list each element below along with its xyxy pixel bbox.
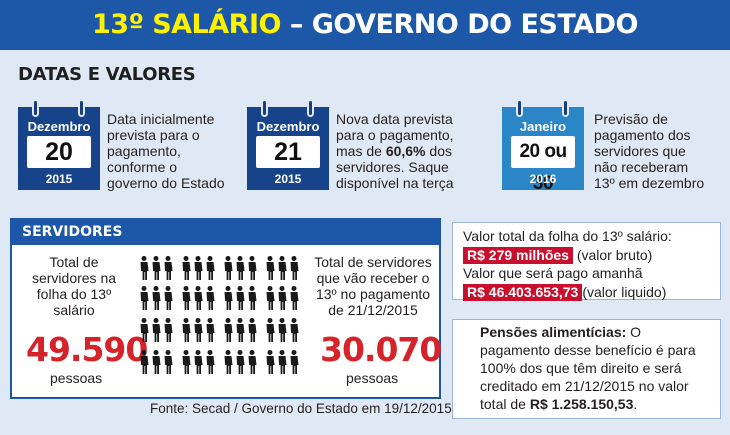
calendar-day: 20 ou 30 [511,136,575,194]
servers-total-value: 49.590 [26,330,148,369]
calendar-month: Dezembro [256,119,320,134]
pensions-label: Pensões alimentícias: [480,324,627,340]
calendar-day: 21 [256,136,320,168]
person-icons [140,256,299,376]
section-title: DATAS E VALORES [18,64,196,85]
payroll-net-value: R$ 46.403.653,73 [463,284,583,301]
people-icon-grid [139,256,304,376]
calendar-month: Dezembro [27,119,91,134]
title-rest: – GOVERNO DO ESTADO [280,9,639,40]
calendar-year: 2016 [529,172,557,186]
payroll-gross-value: R$ 279 milhões [463,247,573,264]
pensions-value: R$ 1.258.150,53 [529,396,634,412]
calendar-month: Janeiro [519,119,567,134]
payroll-net-note: (valor liquido) [582,284,667,300]
source-note: Fonte: Secad / Governo do Estado em 19/1… [150,401,452,416]
payroll-gross-note: (valor bruto) [572,247,653,263]
calendar-description-1: Data inicialmente prevista para o pagame… [107,111,225,191]
servers-paid-value: 30.070 [320,330,442,369]
payroll-net-label: Valor que será pago amanhã [463,265,643,281]
servers-paid-unit: pessoas [346,370,399,386]
calendar-icon-janeiro: Janeiro 20 ou 30 2016 [502,99,584,194]
payroll-total-label: Valor total da folha do 13º salário: [463,228,672,244]
servers-header: SERVIDORES [12,220,439,245]
title-highlight: 13º SALÁRIO [92,9,281,40]
servers-panel: SERVIDORES Total de servidores na folha … [10,218,442,399]
pensions-box: Pensões alimentícias: O pagamento desse … [452,319,721,419]
calendar-description-3: Previsão de pagamento dos servidores que… [594,111,705,191]
calendar-icon-dezembro-20: Dezembro 20 2015 [18,99,100,190]
calendar-day: 20 [27,136,91,168]
calendar-year: 2015 [274,172,302,186]
calendar-description-2: Nova data prevista para o pagamento, mas… [336,111,454,191]
payroll-values-box: Valor total da folha do 13º salário: R$ … [452,222,721,301]
servers-right-label: Total de servidores que vão receber o 13… [314,254,432,318]
title-banner: 13º SALÁRIO – GOVERNO DO ESTADO [0,0,730,50]
servers-total-unit: pessoas [50,370,103,386]
calendar-icon-dezembro-21: Dezembro 21 2015 [247,99,329,190]
servers-left-label: Total de servidores na folha do 13º salá… [31,254,117,318]
calendar-year: 2015 [45,172,73,186]
